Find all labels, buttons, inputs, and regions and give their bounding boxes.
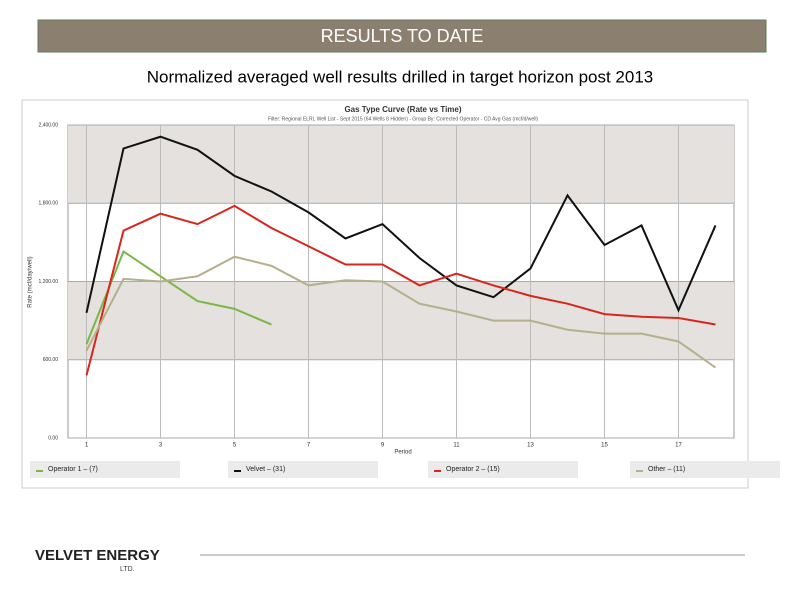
y-tick-label: 1,200.00	[39, 279, 59, 285]
logo-sub: LTD.	[120, 566, 135, 573]
legend-box	[30, 461, 180, 478]
series-line	[85, 135, 717, 314]
series-line	[85, 204, 716, 376]
series-line	[85, 249, 272, 345]
y-tick-label: 2,400.00	[39, 122, 59, 128]
series-line	[85, 255, 717, 369]
grid-band	[68, 281, 734, 360]
x-tick-label: 3	[159, 443, 163, 449]
slide-subtitle: Normalized averaged well results drilled…	[147, 67, 654, 86]
chart-title: Gas Type Curve (Rate vs Time)	[344, 105, 461, 114]
x-tick-label: 11	[453, 443, 460, 449]
y-tick-label: 1,800.00	[39, 201, 59, 207]
y-tick-label: 0.00	[48, 435, 58, 441]
legend-label: Velvet – (31)	[246, 466, 285, 473]
x-axis-label: Period	[394, 450, 411, 456]
header-title: RESULTS TO DATE	[321, 26, 484, 46]
x-tick-label: 5	[233, 443, 237, 449]
legend-label: Other – (11)	[648, 466, 685, 473]
legend-box	[228, 461, 378, 478]
legend-label: Operator 2 – (15)	[446, 466, 500, 473]
grid-band	[68, 125, 734, 204]
x-tick-label: 13	[527, 443, 534, 449]
legend-box	[428, 461, 578, 478]
logo: VELVET ENERGY	[35, 547, 160, 564]
chart-subtitle: Filter: Regional ELRL Well List - Sept 2…	[268, 116, 539, 122]
x-tick-label: 9	[381, 443, 385, 449]
x-tick-label: 7	[307, 443, 311, 449]
legend-box	[630, 461, 780, 478]
x-tick-label: 17	[675, 443, 682, 449]
y-axis-label: Rate (mcf/day/well)	[28, 256, 34, 307]
header-bar	[37, 19, 767, 53]
x-tick-label: 15	[601, 443, 608, 449]
legend-label: Operator 1 – (7)	[48, 466, 98, 473]
x-tick-label: 1	[85, 443, 89, 449]
y-tick-label: 600.00	[43, 357, 59, 363]
